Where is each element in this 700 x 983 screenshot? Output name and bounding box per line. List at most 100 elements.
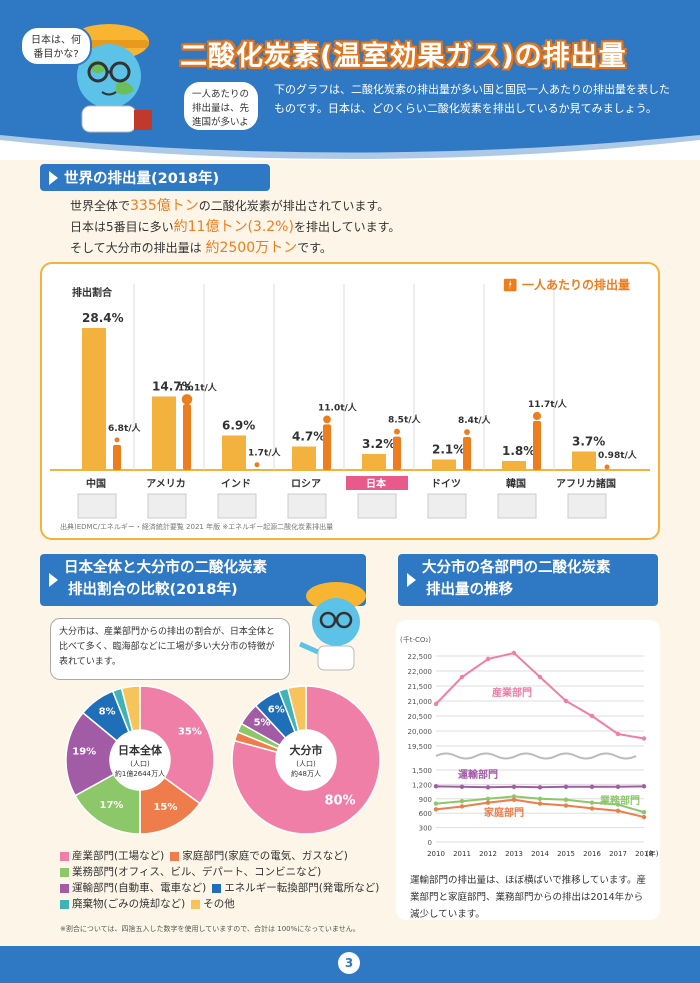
data-point — [615, 731, 621, 737]
share-label: 4.7% — [292, 430, 325, 444]
person-head — [254, 462, 260, 468]
person-body — [183, 404, 191, 470]
data-point — [459, 784, 465, 789]
share-bar — [82, 328, 106, 470]
y-tick-label: 0 — [428, 839, 432, 847]
category-label: ドイツ — [431, 478, 461, 490]
share-bar — [362, 454, 386, 470]
x-axis-unit: (年) — [646, 849, 659, 858]
y-tick-label: 22,000 — [408, 668, 433, 676]
person-head — [323, 415, 331, 424]
trend-line-chart: (千t-CO₂) 19,500 20,000 20,500 21,000 21,500 22… — [396, 620, 660, 920]
x-tick-label: 2012 — [479, 850, 497, 858]
chart-source: 出典)EDMC/エネルギー・経済統計要覧 2021 年版 ※エネルギー起源二酸化… — [60, 523, 334, 531]
slice-label: 35% — [178, 727, 202, 738]
legend-item: 廃棄物(ごみの焼却など) — [60, 896, 185, 912]
slice-label: 6% — [268, 705, 285, 716]
data-point — [615, 802, 621, 807]
section-heading-trend: 大分市の各部門の二酸化炭素 排出量の推移 — [398, 554, 658, 606]
data-point — [511, 794, 517, 799]
y-tick-label: 1,200 — [412, 781, 432, 789]
share-label: 6.9% — [222, 419, 255, 433]
flag-icon — [357, 493, 397, 519]
x-tick-label: 2011 — [453, 850, 471, 858]
share-bar — [502, 461, 526, 470]
pie-chart-oita: 80% 5%6% 大分市 (人口)約48万人 — [231, 685, 381, 835]
world-summary: 世界全体で335億トンの二酸化炭素が排出されています。 日本は5番目に多い約11… — [70, 196, 400, 259]
person-body — [323, 424, 331, 470]
data-point — [485, 785, 491, 790]
data-point — [563, 797, 569, 802]
slice-label: 15% — [153, 802, 177, 813]
slice-label: 19% — [72, 747, 96, 758]
world-line-3: そして大分市の排出量は 約2500万トンです。 — [70, 240, 332, 256]
pie-center — [110, 730, 170, 790]
person-head — [114, 437, 120, 443]
data-point — [511, 797, 517, 802]
data-point — [433, 801, 439, 806]
legend-item: 業務部門(オフィス、ビル、デパート、コンビニなど) — [60, 864, 321, 880]
data-point — [641, 784, 647, 789]
flag-icon — [217, 493, 257, 519]
per-capita-label: 1.7t/人 — [248, 447, 282, 459]
share-bar — [572, 451, 596, 470]
data-point — [589, 806, 595, 811]
page-header — [0, 0, 700, 160]
share-label: 14.7% — [152, 380, 194, 394]
x-tick-label: 2018 — [635, 850, 653, 858]
legend-item: 産業部門(工場など) — [60, 848, 164, 864]
data-point — [511, 650, 517, 656]
pie-title: 大分市 — [290, 743, 323, 757]
person-body — [463, 437, 471, 470]
x-tick-label: 2016 — [583, 850, 601, 858]
pie-chart-japan: 35% 15% 17% 19% 8% 日本全体 (人口)約1億2644万人 — [65, 685, 215, 835]
per-capita-label: 11.7t/人 — [528, 398, 568, 410]
category-label: ロシア — [291, 478, 321, 490]
y-tick-label: 300 — [419, 825, 432, 833]
flag-icon — [497, 493, 537, 519]
pie-population: 約48万人 — [291, 769, 321, 778]
y-tick-label: 19,500 — [408, 743, 433, 751]
data-point — [641, 736, 647, 741]
data-point — [537, 785, 543, 790]
x-tick-label: 2014 — [531, 850, 549, 858]
data-point — [589, 800, 595, 805]
pie-subtitle: (人口) — [296, 760, 316, 768]
data-point — [433, 784, 439, 789]
data-point — [563, 784, 569, 789]
data-point — [485, 656, 491, 662]
highlight-label-bg — [346, 476, 408, 490]
section-heading-world: 世界の排出量(2018年) — [40, 164, 270, 191]
per-capita-label: 6.8t/人 — [108, 422, 142, 434]
y-tick-label: 22,500 — [408, 653, 433, 661]
per-capita-label: 8.5t/人 — [388, 414, 422, 426]
y-tick-label: 1,500 — [412, 767, 432, 775]
category-label: 韓国 — [506, 477, 526, 490]
data-point — [641, 810, 647, 815]
slice-label: 17% — [100, 800, 124, 811]
share-label: 2.1% — [432, 443, 465, 457]
person-body — [533, 420, 541, 470]
series-label: 業務部門 — [599, 794, 640, 807]
per-capita-label: 0.98t/人 — [598, 449, 638, 461]
x-tick-label: 2015 — [557, 850, 575, 858]
per-capita-label: 11.0t/人 — [318, 401, 358, 413]
pie-population: 約1億2644万人 — [115, 769, 165, 778]
person-head — [532, 411, 542, 421]
share-label: 3.7% — [572, 435, 605, 449]
data-point — [563, 698, 569, 704]
data-point — [615, 784, 621, 789]
share-bar — [222, 435, 246, 470]
data-point — [485, 796, 491, 801]
person-head — [394, 428, 400, 435]
flag-icon — [147, 493, 187, 519]
y-tick-label: 21,000 — [408, 698, 433, 706]
series-label: 家庭部門 — [484, 806, 524, 819]
data-point — [433, 807, 439, 812]
per-capita-label: 8.4t/人 — [458, 414, 492, 426]
share-bar — [152, 396, 176, 470]
person-head — [464, 429, 470, 435]
slice-label: 8% — [99, 707, 116, 718]
slice-label: 5% — [254, 717, 271, 728]
